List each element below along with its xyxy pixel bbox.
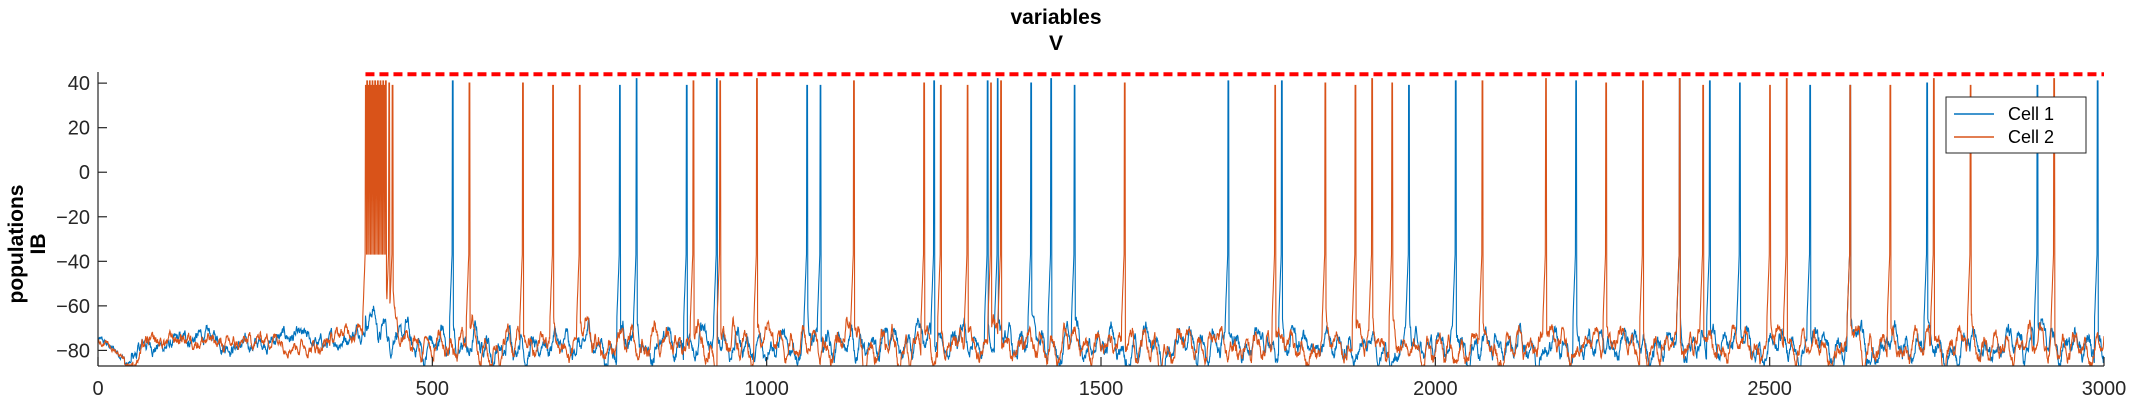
x-tick-label: 1500 <box>1079 378 1124 400</box>
plot-area <box>98 72 2104 366</box>
ylabel-line-2: IB <box>27 234 50 255</box>
x-tick-label: 2500 <box>1747 378 1792 400</box>
legend: Cell 1 Cell 2 <box>1945 96 2087 154</box>
series-line-cell-1 <box>98 78 2104 366</box>
legend-label: Cell 1 <box>2008 104 2054 124</box>
y-tick-label: −20 <box>56 207 90 229</box>
y-tick-label: 0 <box>79 162 90 184</box>
y-axis-label: populations IB <box>5 185 50 304</box>
x-tick-label: 3000 <box>2082 378 2127 400</box>
chart-title: variables V <box>1010 6 1101 55</box>
y-tick-label: 20 <box>68 118 90 140</box>
y-tick-label: 40 <box>68 73 90 95</box>
x-tick-label: 1000 <box>744 378 789 400</box>
y-tick-label: −40 <box>56 251 90 273</box>
y-tick-label: −80 <box>56 340 90 362</box>
y-tick-label: −60 <box>56 296 90 318</box>
title-line-1: variables <box>1010 6 1101 29</box>
legend-label: Cell 2 <box>2008 127 2054 147</box>
title-line-2: V <box>1049 32 1063 55</box>
x-tick-label: 2000 <box>1413 378 1458 400</box>
ylabel-line-1: populations <box>5 185 28 304</box>
series-line-cell-2 <box>98 78 2104 366</box>
x-tick-label: 500 <box>416 378 449 400</box>
legend-box <box>1945 96 2087 154</box>
axes: 0 500 1000 1500 2000 2500 3000 40 20 0 −20 −40 −60 −8… <box>56 72 2126 400</box>
x-tick-label: 0 <box>92 378 103 400</box>
